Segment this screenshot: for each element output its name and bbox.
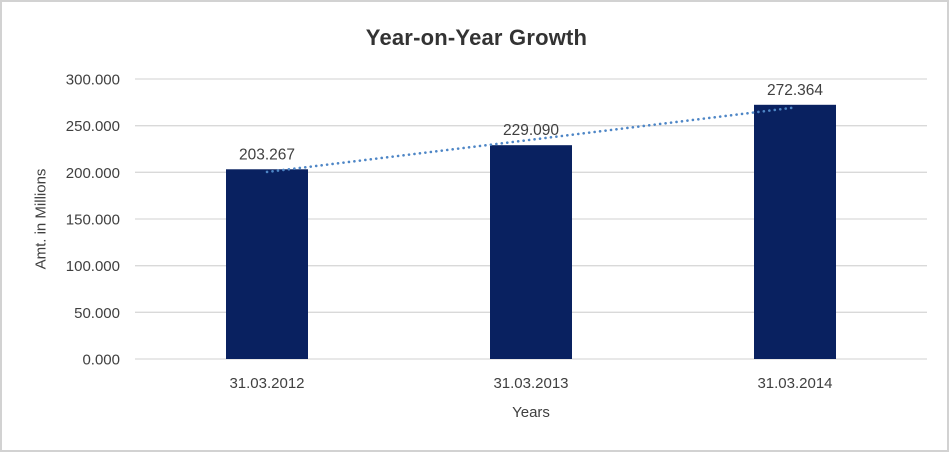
x-tick-label: 31.03.2012	[229, 375, 304, 392]
y-tick-label: 300.000	[66, 72, 120, 89]
y-tick-label: 50.000	[74, 305, 120, 322]
y-tick-label: 250.000	[66, 118, 120, 135]
x-axis-title: Years	[512, 404, 550, 421]
bar-31.03.2014	[754, 104, 836, 359]
y-tick-label: 0.000	[82, 352, 120, 369]
y-tick-label: 150.000	[66, 212, 120, 229]
bar-data-label: 203.267	[239, 146, 295, 163]
bar-data-label: 229.090	[503, 122, 559, 139]
y-tick-label: 100.000	[66, 258, 120, 275]
bar-31.03.2013	[490, 145, 572, 359]
y-tick-label: 200.000	[66, 165, 120, 182]
bar-31.03.2012	[226, 169, 308, 359]
x-tick-label: 31.03.2013	[493, 375, 568, 392]
trendline	[265, 106, 797, 174]
bar-data-label: 272.364	[767, 82, 823, 99]
chart-title: Year-on-Year Growth	[365, 25, 588, 50]
x-tick-label: 31.03.2014	[757, 375, 832, 392]
